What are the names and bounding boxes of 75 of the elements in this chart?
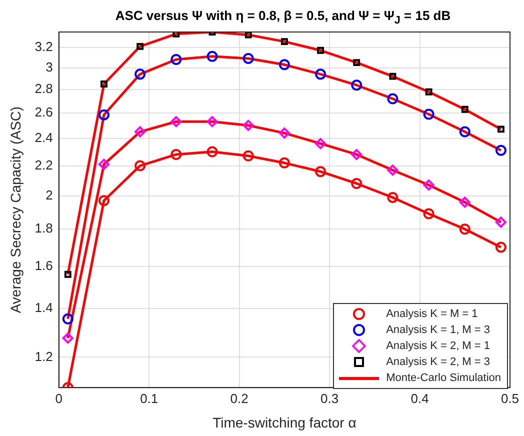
point	[242, 120, 254, 131]
x-tick-label: 0.4	[410, 390, 429, 406]
point	[389, 72, 396, 80]
point	[134, 68, 146, 80]
point	[315, 138, 326, 150]
point	[459, 126, 470, 138]
x-tick-label: 0.1	[140, 390, 158, 406]
point	[170, 54, 182, 65]
point	[244, 32, 252, 38]
legend-label: Analysis K = 2, M = 3	[386, 356, 490, 368]
y-tick-label: 2	[46, 187, 53, 202]
point	[387, 192, 398, 203]
y-tick-label: 2.8	[34, 81, 53, 96]
legend-label: Analysis K = 2, M = 1	[386, 340, 490, 352]
x-axis-title: Time-switching factor α	[212, 414, 356, 430]
point	[134, 160, 146, 172]
point	[423, 108, 434, 120]
point	[351, 148, 362, 160]
point	[62, 313, 74, 324]
legend-label: Analysis K = 1, M = 3	[386, 324, 490, 336]
point	[170, 148, 182, 160]
y-tick-label: 1.4	[34, 300, 53, 316]
y-tick-label: 3.2	[34, 38, 53, 54]
point	[98, 195, 110, 206]
y-tick-label: 2.6	[34, 104, 53, 120]
point	[495, 144, 506, 156]
point	[351, 80, 362, 91]
chart-title: ASC versus Ψ with η = 0.8, β = 0.5, and Ψ = Ψ$_{J}$ = 15 dB	[114, 8, 452, 27]
y-tick-label: 2.4	[34, 130, 53, 145]
point	[206, 50, 218, 62]
point	[170, 116, 182, 128]
y-tick-label: 2.2	[34, 157, 53, 172]
x-tick-label: 0.3	[320, 390, 339, 406]
point	[495, 242, 506, 253]
point	[98, 109, 110, 120]
point	[317, 46, 324, 54]
point	[98, 158, 110, 170]
point	[459, 196, 470, 208]
point	[425, 88, 432, 96]
point	[351, 178, 362, 189]
point	[206, 116, 218, 128]
point	[495, 216, 506, 228]
point	[100, 80, 108, 88]
legend-label: Analysis K = M = 1	[386, 308, 478, 320]
point	[242, 150, 254, 162]
x-tick-label: 0	[55, 390, 62, 406]
point	[280, 38, 288, 46]
point	[498, 126, 504, 133]
x-tick-label: 0.2	[230, 390, 248, 406]
point	[387, 93, 398, 104]
point	[353, 59, 360, 66]
point	[423, 180, 434, 191]
y-tick-label: 1.8	[34, 220, 53, 236]
point	[62, 332, 74, 344]
point	[134, 126, 146, 138]
y-tick-label: 1.6	[34, 258, 53, 273]
point	[315, 68, 326, 80]
point	[278, 128, 290, 139]
point	[387, 164, 398, 176]
point	[459, 224, 470, 235]
point	[278, 157, 290, 168]
point	[315, 166, 326, 178]
point	[64, 270, 72, 278]
point	[461, 106, 468, 113]
point	[242, 52, 254, 64]
x-tick-label: 0.5	[500, 390, 520, 406]
point	[136, 42, 144, 50]
point	[423, 208, 434, 220]
y-tick-label: 1.2	[34, 348, 53, 364]
y-tick-label: 3	[46, 59, 53, 74]
point	[278, 59, 290, 70]
y-axis-title: Average Secrecy Capacity (ASC)	[7, 106, 24, 314]
point	[172, 32, 180, 38]
point	[206, 146, 218, 158]
legend-label: Monte-Carlo Simulation	[386, 372, 501, 384]
